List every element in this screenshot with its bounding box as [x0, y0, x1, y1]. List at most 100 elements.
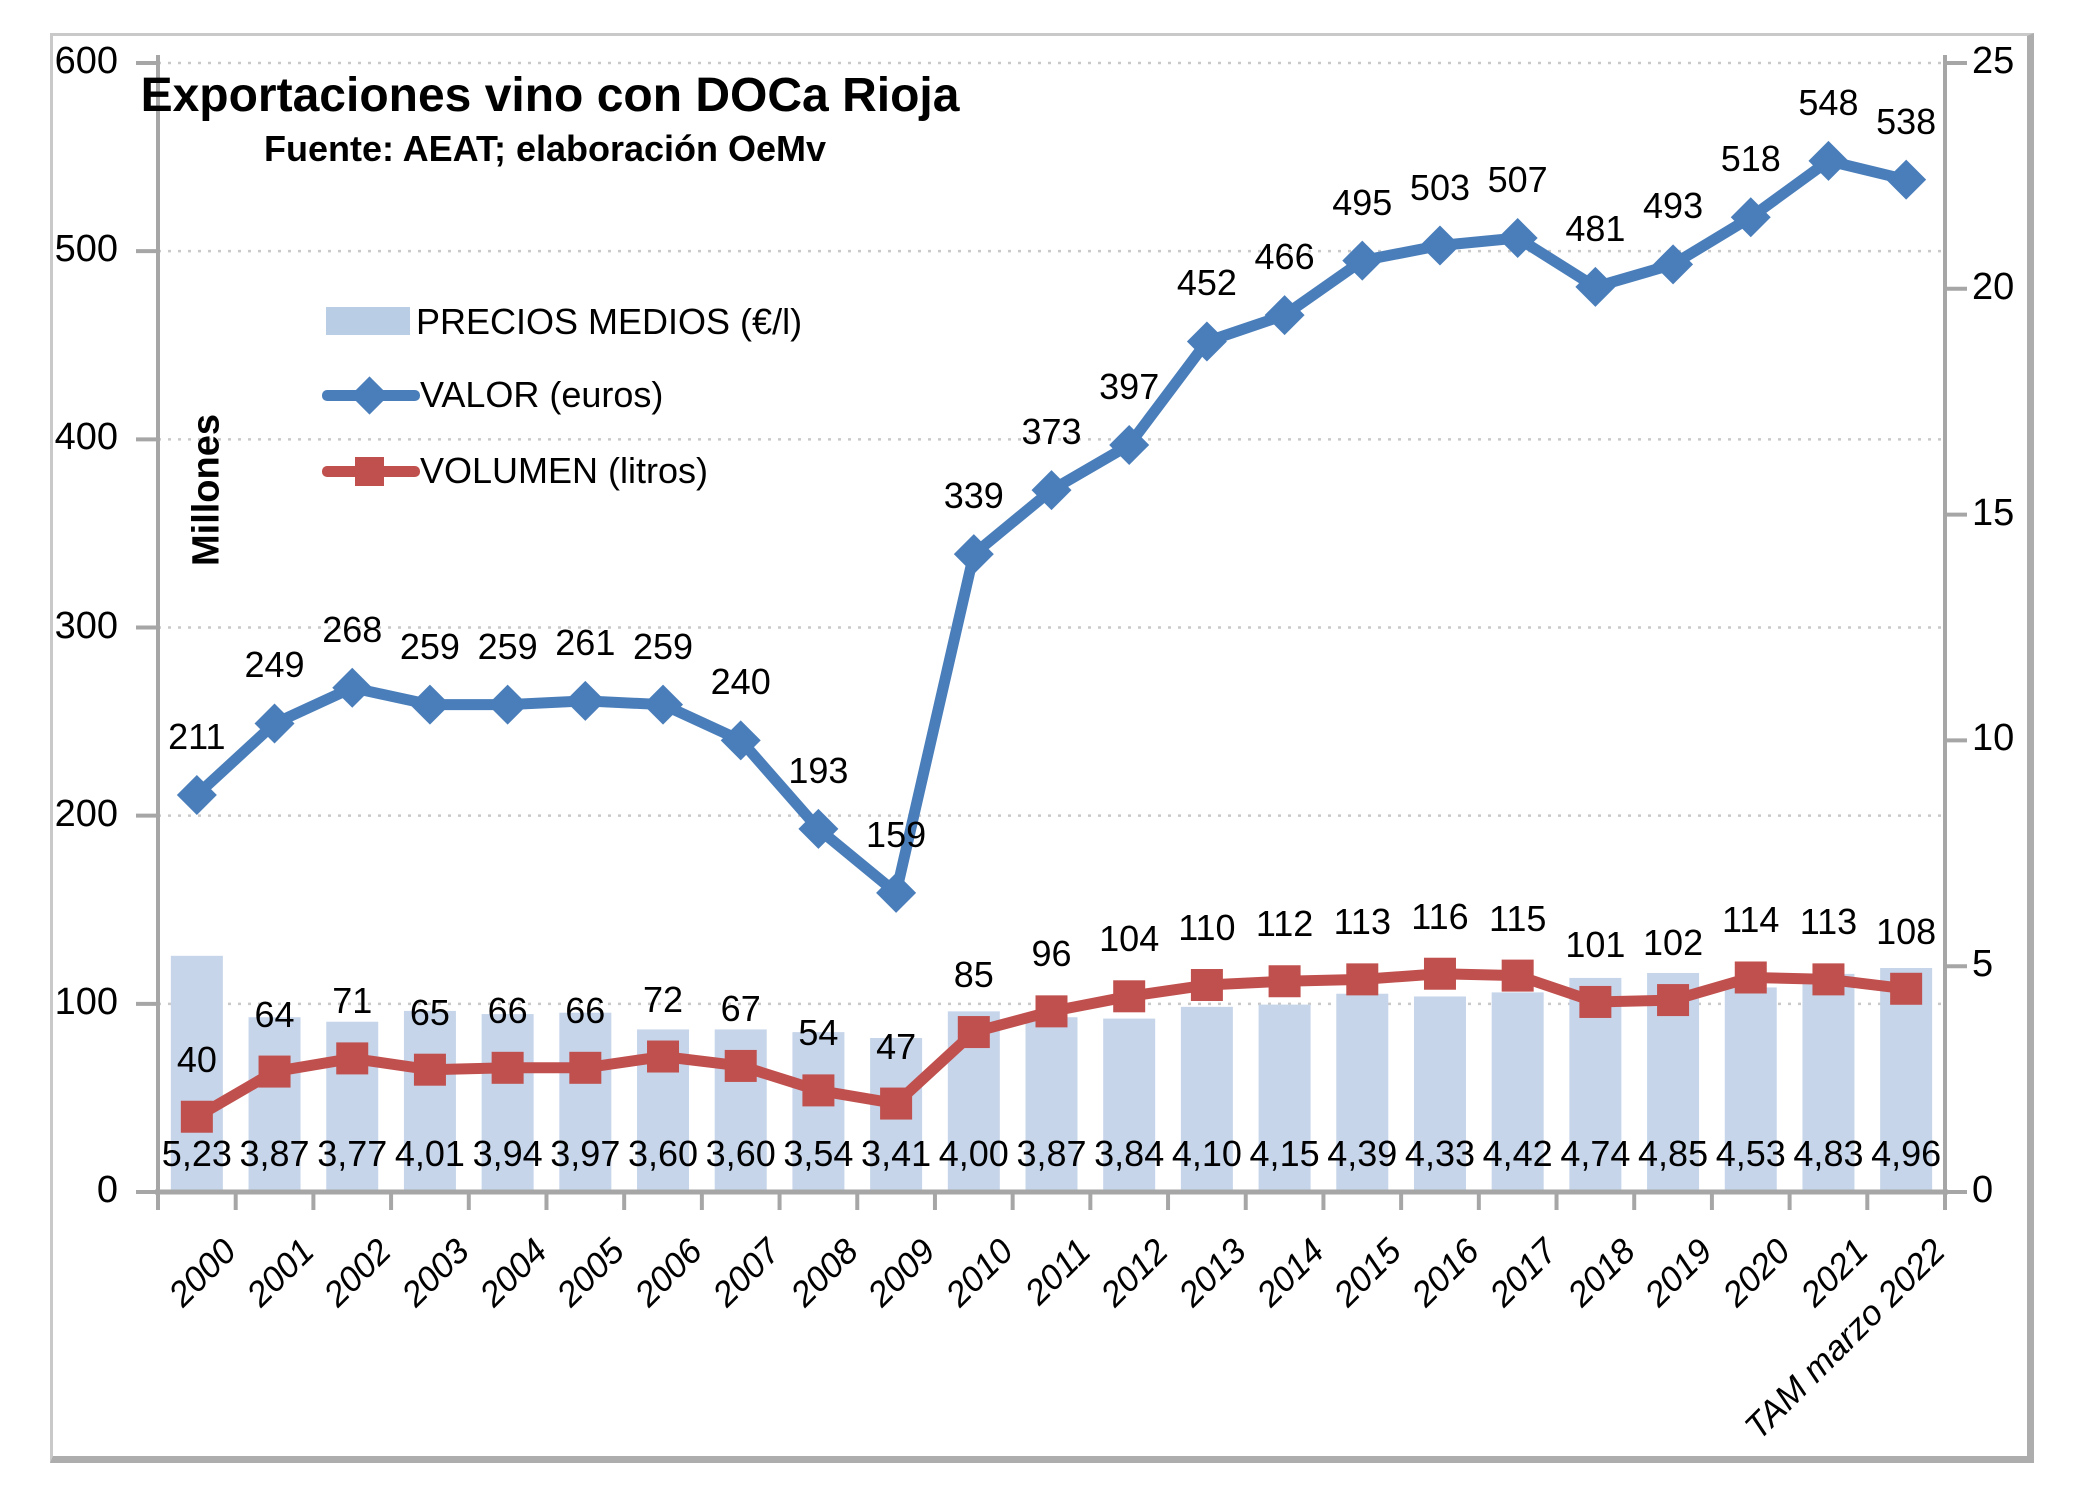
volumen-marker-2021 [1812, 963, 1845, 996]
valor-label-2004: 259 [477, 625, 538, 667]
volumen-marker-2016 [1423, 957, 1456, 990]
legend-label-precios-medios: PRECIOS MEDIOS (€/l) [416, 301, 803, 342]
valor-marker-2002 [332, 667, 373, 708]
volumen-marker-2008 [802, 1074, 835, 1107]
valor-label-2021: 548 [1798, 81, 1859, 123]
volumen-label-2012: 104 [1099, 918, 1160, 960]
volumen-label-2017: 115 [1488, 897, 1547, 939]
valor-marker-2012 [1109, 424, 1150, 465]
legend-item-precios-medios: PRECIOS MEDIOS (€/l) [416, 301, 803, 342]
bar-2016 [1413, 996, 1466, 1192]
bar-2004 [481, 1014, 534, 1192]
legend-label-volumen: VOLUMEN (litros) [420, 450, 709, 491]
valor-label-2016: 503 [1409, 166, 1471, 208]
right-axis-tick-label-5: 5 [1972, 943, 1994, 986]
volumen-label-2016: 116 [1411, 895, 1469, 937]
valor-label-2014: 466 [1254, 236, 1315, 278]
volumen-label-2010: 85 [953, 954, 994, 996]
valor-marker-2015 [1342, 240, 1383, 281]
valor-marker-2018 [1575, 266, 1616, 307]
valor-marker-2009 [876, 872, 917, 913]
valor-label-2019: 493 [1643, 185, 1704, 227]
volumen-label-2011: 96 [1031, 933, 1072, 975]
valor-marker-2013 [1186, 321, 1227, 362]
precios-label-2000: 5,23 [161, 1133, 232, 1174]
valor-marker-2005 [565, 680, 606, 721]
valor-marker-TAM marzo 2022 [1886, 159, 1927, 200]
bar-TAM marzo 2022 [1880, 968, 1933, 1192]
volumen-marker-2020 [1734, 961, 1767, 994]
valor-label-2010: 339 [943, 475, 1004, 517]
volumen-marker-2002 [336, 1042, 369, 1075]
valor-marker-2014 [1264, 295, 1305, 336]
volumen-label-2013: 110 [1178, 907, 1236, 949]
bar-2011 [1025, 1017, 1078, 1192]
valor-label-2000: 211 [168, 715, 226, 757]
left-axis-tick-label-400: 400 [54, 416, 118, 459]
volumen-label-2014: 112 [1255, 903, 1314, 945]
bar-2015 [1336, 993, 1389, 1192]
chart-frame [50, 33, 2034, 1463]
valor-label-2008: 193 [788, 749, 849, 791]
valor-label-2005: 261 [555, 621, 616, 663]
volumen-marker-2019 [1657, 984, 1690, 1017]
valor-marker-2017 [1497, 217, 1538, 258]
precios-label-2013: 4,10 [1171, 1133, 1242, 1174]
volumen-marker-2007 [724, 1049, 757, 1082]
bar-2013 [1180, 1006, 1233, 1192]
bar-series-precios-medios [170, 955, 1933, 1192]
volumen-marker-2004 [491, 1051, 524, 1084]
precios-label-2014: 4,15 [1249, 1133, 1320, 1174]
precios-label-2008: 3,54 [783, 1133, 854, 1174]
valor-label-2003: 259 [399, 625, 460, 667]
volumen-label-2009: 47 [876, 1025, 917, 1067]
bar-2017 [1491, 992, 1544, 1192]
valor-label-2001: 249 [244, 644, 305, 686]
valor-marker-2007 [720, 720, 761, 761]
volumen-marker-2012 [1113, 980, 1146, 1013]
volumen-marker-2018 [1579, 985, 1612, 1018]
right-axis-tick-label-25: 25 [1972, 40, 2015, 82]
valor-label-2011: 373 [1021, 411, 1082, 453]
left-axis-title: Millones [185, 413, 228, 567]
volumen-marker-2014 [1268, 965, 1301, 998]
bar-2014 [1258, 1004, 1311, 1192]
volumen-label-2015: 113 [1333, 901, 1391, 943]
volumen-marker-2010 [957, 1016, 990, 1049]
legend-item-volumen: VOLUMEN (litros) [420, 450, 709, 491]
precios-label-2011: 3,87 [1016, 1133, 1087, 1174]
legend-item-valor: VALOR (euros) [420, 374, 663, 415]
volumen-marker-2003 [413, 1053, 446, 1086]
volumen-marker-2001 [258, 1055, 291, 1088]
valor-label-2007: 240 [710, 661, 771, 703]
volumen-marker-2009 [880, 1087, 913, 1120]
volumen-label-TAM marzo 2022: 108 [1876, 910, 1937, 952]
right-axis-tick-label-0: 0 [1972, 1169, 1994, 1211]
chart-title: Exportaciones vino con DOCa Rioja [140, 69, 960, 122]
precios-label-2006: 3,60 [627, 1133, 699, 1174]
valor-marker-2000 [176, 774, 217, 815]
precios-label-2005: 3,97 [550, 1133, 621, 1174]
volumen-marker-TAM marzo 2022 [1890, 972, 1923, 1005]
bar-2001 [248, 1017, 301, 1192]
left-axis-tick-label-500: 500 [54, 228, 118, 271]
valor-marker-2004 [487, 684, 528, 725]
volumen-marker-2000 [180, 1100, 213, 1133]
valor-label-2013: 452 [1176, 262, 1237, 304]
valor-marker-2003 [409, 684, 450, 725]
precios-label-2003: 4,01 [394, 1133, 465, 1174]
precios-label-TAM marzo 2022: 4,96 [1871, 1133, 1942, 1174]
valor-label-2020: 518 [1720, 138, 1781, 180]
legend-square-icon [355, 457, 384, 486]
left-axis-tick-label-200: 200 [54, 792, 118, 835]
left-axis-tick-label-600: 600 [54, 40, 118, 82]
volumen-label-2021: 113 [1799, 901, 1858, 943]
valor-label-2017: 507 [1487, 158, 1548, 200]
volumen-label-2004: 66 [487, 989, 528, 1031]
chart-subtitle: Fuente: AEAT; elaboración OeMv [263, 128, 827, 169]
valor-marker-2020 [1730, 197, 1771, 238]
bar-2003 [403, 1010, 456, 1192]
volumen-label-2005: 66 [565, 989, 606, 1031]
volumen-label-2008: 54 [798, 1012, 839, 1054]
volumen-label-2002: 71 [332, 980, 373, 1022]
